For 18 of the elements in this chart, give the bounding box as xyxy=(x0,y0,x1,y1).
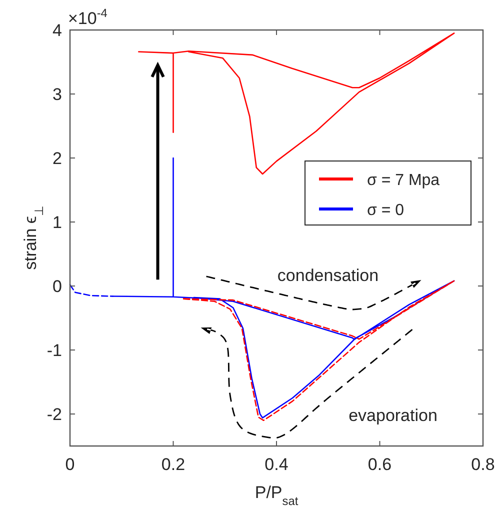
y-tick-label: -1 xyxy=(46,341,62,360)
x-tick-label: 0.8 xyxy=(471,455,495,474)
x-tick-label: 0.4 xyxy=(264,455,288,474)
y-tick-label: 2 xyxy=(52,149,62,168)
legend-label: σ = 0 xyxy=(367,202,404,219)
y-tick-label: 3 xyxy=(52,85,62,104)
y-tick-label: 4 xyxy=(52,21,62,40)
x-tick-label: 0.2 xyxy=(161,455,186,474)
y-tick-label: 1 xyxy=(52,213,62,232)
x-axis-title: P/P$_{sat}$ xyxy=(254,483,299,508)
y-tick-label: -2 xyxy=(46,405,62,424)
annotation: condensation xyxy=(277,266,379,285)
y-tick-label: 0 xyxy=(52,277,62,296)
text: ×10$^{-4}$ xyxy=(68,6,108,28)
legend-label: σ = 7 Mpa xyxy=(367,172,440,189)
x-tick-label: 0 xyxy=(65,455,75,474)
annotation: evaporation xyxy=(348,406,438,425)
x-tick-label: 0.6 xyxy=(368,455,392,474)
